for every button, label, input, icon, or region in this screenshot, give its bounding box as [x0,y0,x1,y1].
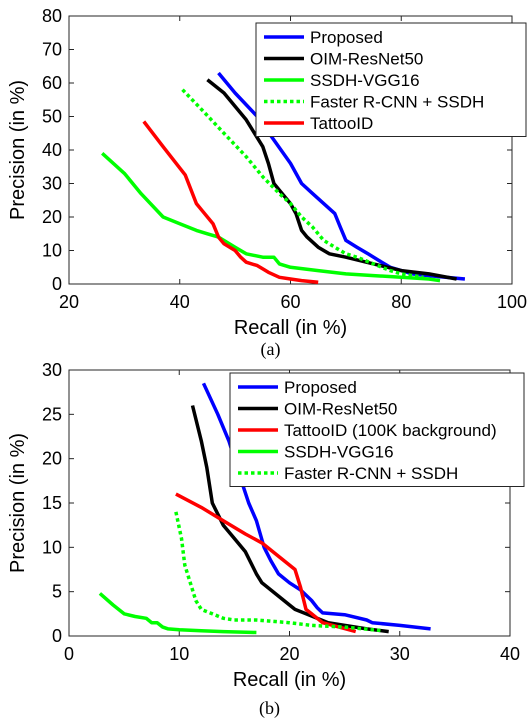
legend-label: SSDH-VGG16 [310,71,420,90]
legend-box [229,372,525,487]
x-tick-label: 80 [391,292,411,312]
chart-b: 0 10 20 30 40 0 5 10 15 20 25 30 Recall (in %) Precis… [7,360,525,719]
y-tick-label: 30 [42,174,62,194]
y-axis-label: Precision (in %) [7,433,29,573]
y-tick-label: 0 [52,274,62,294]
y-tick-label: 70 [42,40,62,60]
y-tick-label: 10 [42,241,62,261]
y-tick-label: 15 [42,493,62,513]
x-tick-label: 0 [64,644,74,664]
series-line-tattooid [142,120,319,284]
x-axis-label: Recall (in %) [233,669,346,691]
figure-caption: (b) [259,698,280,719]
legend-label: Proposed [284,378,357,397]
series-line-ssdh-vgg16 [98,592,257,635]
chart-a: 20 40 60 80 100 0 10 20 30 40 50 60 70 80 Recall (in %… [7,6,527,360]
x-tick-label: 40 [170,292,190,312]
y-tick-label: 20 [42,449,62,469]
legend-label: Faster R-CNN + SSDH [284,464,458,483]
x-tick-label: 100 [497,292,527,312]
y-tick-label: 50 [42,107,62,127]
series-line-tattooid-100k-background [175,492,357,634]
legend-label: OIM-ResNet50 [310,50,423,69]
y-tick-label: 5 [52,582,62,602]
x-tick-label: 60 [280,292,300,312]
y-tick-label: 10 [42,537,62,557]
series-line-ssdh-vgg16 [101,152,441,283]
series-line-faster-r-cnn-ssdh [181,88,424,280]
y-tick-label: 60 [42,73,62,93]
x-tick-label: 40 [500,644,520,664]
y-tick-label: 30 [42,360,62,380]
x-tick-label: 20 [279,644,299,664]
x-tick-label: 20 [59,292,79,312]
y-tick-label: 0 [52,626,62,646]
series-group [101,71,466,284]
x-tick-label: 10 [169,644,189,664]
legend-label: SSDH-VGG16 [284,443,394,462]
x-tick-label: 30 [390,644,410,664]
legend-label: TattooID (100K background) [284,421,497,440]
x-axis-label: Recall (in %) [234,317,347,339]
y-axis-label: Precision (in %) [7,80,29,220]
legend-label: Faster R-CNN + SSDH [310,93,484,112]
figure-caption: (a) [261,339,281,360]
series-line-faster-r-cnn-ssdh [174,511,384,633]
legend-label: TattooID [310,114,373,133]
y-tick-label: 25 [42,404,62,424]
legend-label: OIM-ResNet50 [284,400,397,419]
y-tick-label: 20 [42,207,62,227]
y-tick-label: 80 [42,6,62,26]
legend-label: Proposed [310,28,383,47]
y-tick-label: 40 [42,140,62,160]
